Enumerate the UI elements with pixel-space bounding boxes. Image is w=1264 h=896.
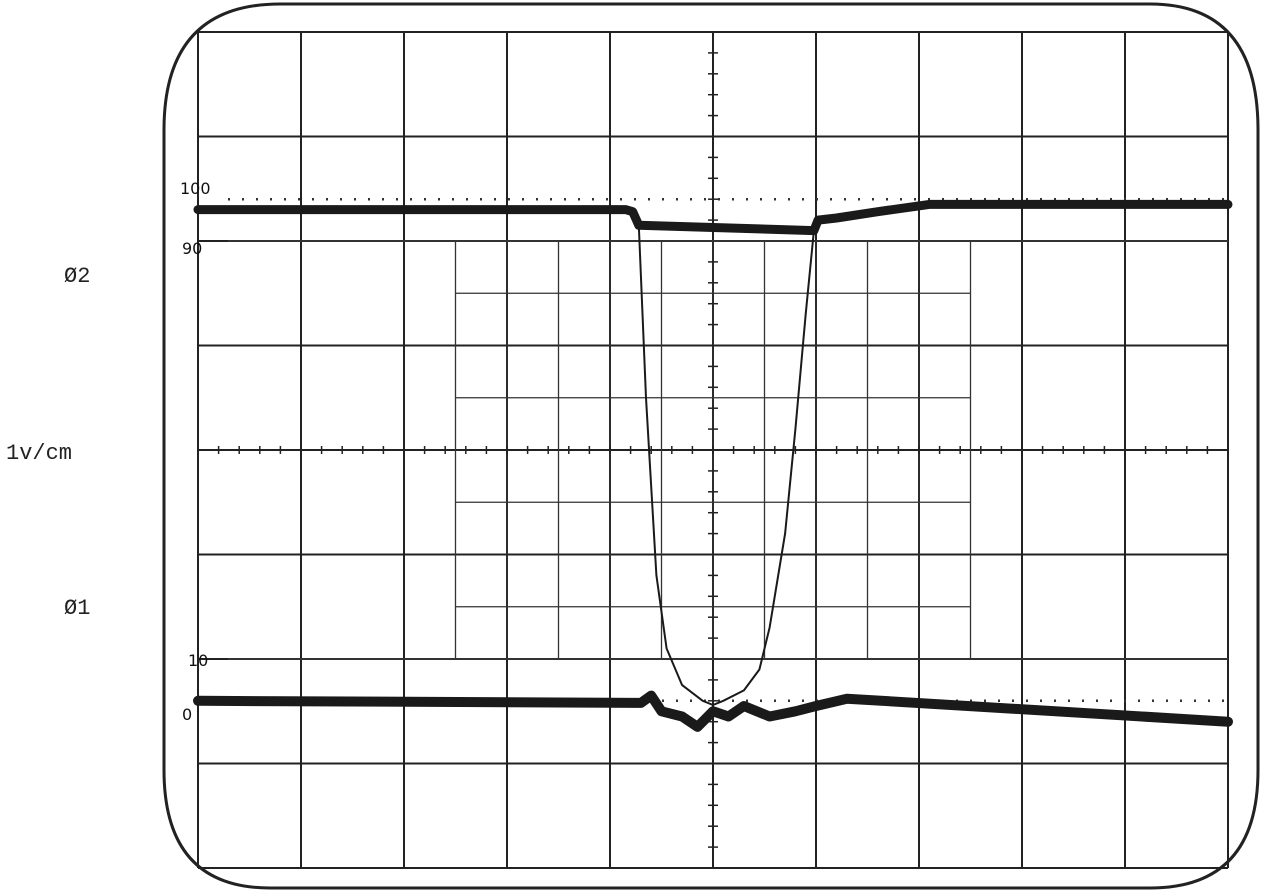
reference-lines [228, 197, 1228, 703]
level-label-0: 0 [182, 705, 192, 724]
crt-bezel [162, 2, 1260, 890]
traces [193, 199, 1233, 732]
level-label-100: 100 [180, 179, 211, 198]
output-pulse-trace [637, 224, 815, 706]
graticule [197, 31, 1229, 869]
level-label-90: 90 [182, 239, 202, 258]
scale-label: 1v/cm [6, 441, 73, 466]
trace-phi1 [193, 690, 1233, 732]
level-label-10: 10 [188, 651, 208, 670]
trace-phi2 [193, 199, 1233, 236]
phi1-label: Ø1 [64, 596, 91, 621]
phi2-label: Ø2 [64, 264, 91, 289]
